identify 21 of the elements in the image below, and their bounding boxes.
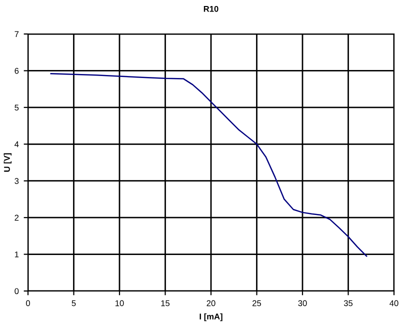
x-tick-label: 30 — [298, 300, 307, 306]
y-tick-label: 4 — [14, 141, 19, 148]
x-tick-label: 35 — [344, 300, 353, 306]
y-axis-title: U [V] — [4, 153, 12, 172]
y-tick-label: 7 — [14, 31, 19, 38]
line-series — [50, 73, 368, 257]
y-tick-label: 2 — [14, 214, 19, 221]
x-tick-label: 20 — [206, 300, 216, 306]
x-tick-label: 40 — [390, 300, 398, 306]
x-tick-label: 10 — [116, 300, 124, 306]
y-tick-label: 6 — [14, 68, 19, 74]
x-axis-title: I [mA] — [200, 313, 222, 322]
y-tick-label: 0 — [14, 288, 19, 294]
x-tick-label: 0 — [26, 300, 30, 306]
y-tick-label: 3 — [14, 178, 19, 184]
chart-title: R10 — [204, 6, 218, 12]
y-tick-label: 1 — [14, 252, 19, 258]
y-tick-label: 5 — [14, 104, 19, 111]
x-tick-label: 25 — [252, 300, 262, 306]
x-tick-label: 5 — [72, 300, 76, 306]
x-tick-label: 15 — [161, 300, 170, 306]
